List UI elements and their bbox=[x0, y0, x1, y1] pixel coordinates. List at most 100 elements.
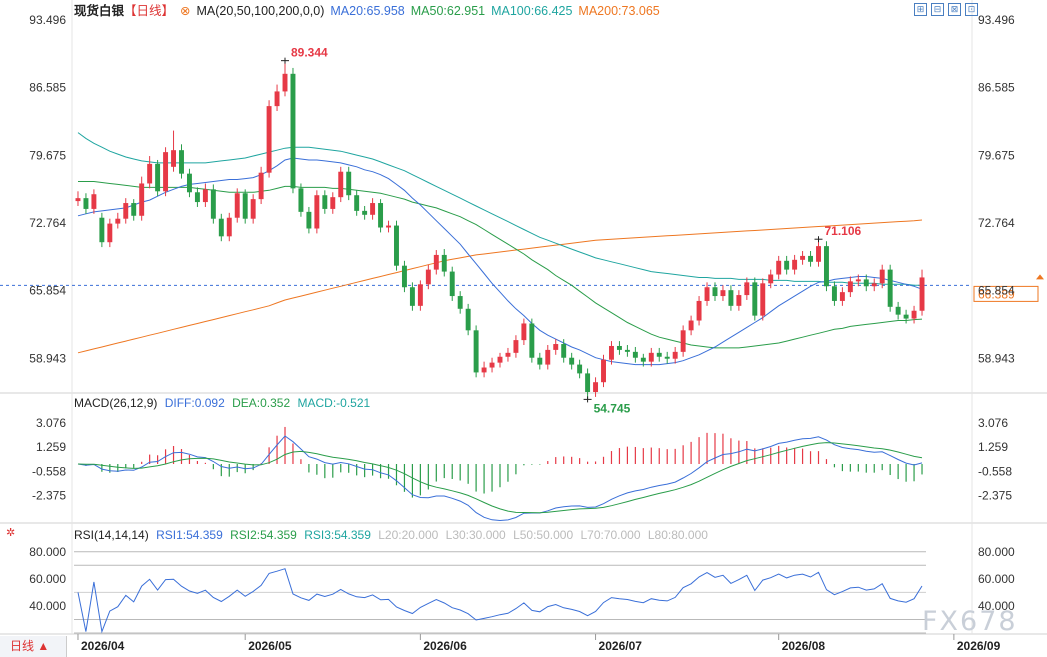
extreme-value-label: 54.745 bbox=[594, 401, 631, 415]
x-tick-label: 2026/08 bbox=[782, 639, 826, 653]
candle-body bbox=[609, 345, 614, 360]
moving-average-lines bbox=[77, 132, 923, 366]
ma-label: MA(20,50,100,200,0,0) bbox=[196, 4, 325, 18]
candle-body bbox=[131, 203, 137, 216]
ma50-value: MA50:62.951 bbox=[410, 4, 486, 18]
candle-body bbox=[322, 195, 328, 209]
settings-icon[interactable]: ⊗ bbox=[180, 4, 191, 18]
y-tick-label-left: -0.558 bbox=[32, 464, 66, 478]
zoom-in-icon[interactable]: ⊞ bbox=[914, 3, 927, 16]
ma20-line bbox=[77, 157, 923, 366]
candle-body bbox=[274, 91, 280, 107]
period-selector-button[interactable]: 日线 ▲ bbox=[0, 636, 67, 657]
rsi3-value: RSI3:54.359 bbox=[304, 528, 371, 542]
extreme-value-label: 89.344 bbox=[291, 46, 328, 60]
y-tick-label-left: 40.000 bbox=[29, 599, 66, 613]
candle-body bbox=[75, 198, 81, 202]
candle-body bbox=[409, 287, 415, 306]
candle-body bbox=[433, 254, 439, 270]
symbol-name: 现货白银 bbox=[74, 4, 125, 18]
candle-body bbox=[394, 225, 399, 266]
macd-dea: DEA:0.352 bbox=[232, 396, 291, 410]
candle-body bbox=[871, 283, 877, 287]
y-tick-label-left: 93.496 bbox=[29, 13, 66, 27]
candle-body bbox=[887, 269, 893, 307]
y-tick-label-right: 60.000 bbox=[978, 572, 1015, 586]
candle-body bbox=[513, 340, 519, 353]
candle-body bbox=[449, 271, 455, 297]
y-tick-label-right: 86.585 bbox=[978, 81, 1015, 95]
candle-body bbox=[704, 287, 710, 301]
x-axis-labels: 2026/04 2026/05 2026/06 2026/07 2026/08 2026/… bbox=[77, 634, 1001, 653]
candle-body bbox=[210, 189, 216, 219]
x-tick-label: 2026/09 bbox=[957, 639, 1001, 653]
candle-body bbox=[800, 255, 806, 260]
candle-body bbox=[226, 217, 232, 237]
candle-body bbox=[386, 225, 391, 228]
y-tick-label-right: 79.675 bbox=[978, 148, 1015, 162]
candle-body bbox=[473, 330, 479, 373]
reset-icon[interactable]: ⊠ bbox=[948, 3, 961, 16]
y-tick-label-right: 72.764 bbox=[978, 216, 1015, 230]
y-tick-label-right: 80.000 bbox=[978, 545, 1015, 559]
ma200-line bbox=[77, 219, 923, 354]
candle-body bbox=[330, 197, 336, 209]
candle-body bbox=[720, 290, 726, 297]
candle-body bbox=[593, 382, 599, 392]
candle-body bbox=[401, 265, 407, 288]
macd-label: MACD(26,12,9) bbox=[74, 396, 158, 410]
candle-body bbox=[839, 292, 845, 301]
candle-body bbox=[640, 357, 646, 362]
macd-value: MACD:-0.521 bbox=[297, 396, 371, 410]
candle-body bbox=[744, 282, 750, 296]
x-tick-label: 2026/04 bbox=[81, 639, 125, 653]
candle-body bbox=[752, 282, 758, 316]
candle-body bbox=[768, 274, 774, 284]
candle-body bbox=[155, 163, 161, 192]
candle-body bbox=[911, 310, 917, 319]
candle-body bbox=[728, 290, 734, 306]
candle-body bbox=[561, 344, 567, 358]
rsi-l70: L70:70.000 bbox=[580, 528, 641, 542]
ma200-value: MA200:73.065 bbox=[578, 4, 660, 18]
macd-diff-line bbox=[77, 435, 923, 522]
fullscreen-icon[interactable]: ⊡ bbox=[965, 3, 978, 16]
candle-body bbox=[585, 373, 591, 392]
rsi-l30: L30:30.000 bbox=[445, 528, 506, 542]
y-tick-label-left: 58.943 bbox=[29, 351, 66, 365]
ma50-line bbox=[78, 181, 923, 349]
candle-body bbox=[163, 152, 169, 192]
candle-body bbox=[179, 150, 184, 174]
period-label: 【日线】 bbox=[124, 4, 175, 18]
y-tick-labels: 93.496 93.496 86.585 86.585 79.675 79.675 72.7… bbox=[29, 13, 1015, 613]
candle-body bbox=[370, 203, 376, 215]
rsi-settings-icon[interactable]: ✲ bbox=[6, 527, 16, 539]
last-price-arrow bbox=[1036, 274, 1044, 280]
x-tick-label: 2026/06 bbox=[423, 639, 467, 653]
candle-body bbox=[712, 287, 718, 297]
candle-body bbox=[123, 203, 129, 219]
candle-body bbox=[529, 323, 535, 358]
candle-body bbox=[314, 195, 320, 229]
zoom-out-icon[interactable]: ⊟ bbox=[931, 3, 944, 16]
price-annotations: 89.344 54.745 71.106 bbox=[281, 46, 862, 415]
rsi-label: RSI(14,14,14) bbox=[74, 528, 149, 542]
candle-body bbox=[816, 246, 821, 262]
last-price-box bbox=[973, 285, 1039, 302]
last-price-label: 66.389 bbox=[978, 287, 1015, 301]
candle-body bbox=[672, 351, 678, 359]
y-tick-label-right: 1.259 bbox=[978, 440, 1008, 454]
y-tick-label-left: 72.764 bbox=[29, 216, 66, 230]
candle-body bbox=[792, 259, 798, 270]
y-tick-label-left: -2.375 bbox=[32, 489, 66, 503]
candle-body bbox=[616, 345, 622, 350]
y-tick-label-left: 3.076 bbox=[36, 416, 66, 430]
candle-body bbox=[378, 203, 384, 228]
y-tick-label-left: 65.854 bbox=[29, 284, 66, 298]
candle-body bbox=[171, 150, 177, 167]
candle-body bbox=[760, 283, 766, 316]
candle-body bbox=[919, 277, 925, 311]
macd-panel bbox=[77, 426, 923, 522]
rsi1-value: RSI1:54.359 bbox=[156, 528, 223, 542]
